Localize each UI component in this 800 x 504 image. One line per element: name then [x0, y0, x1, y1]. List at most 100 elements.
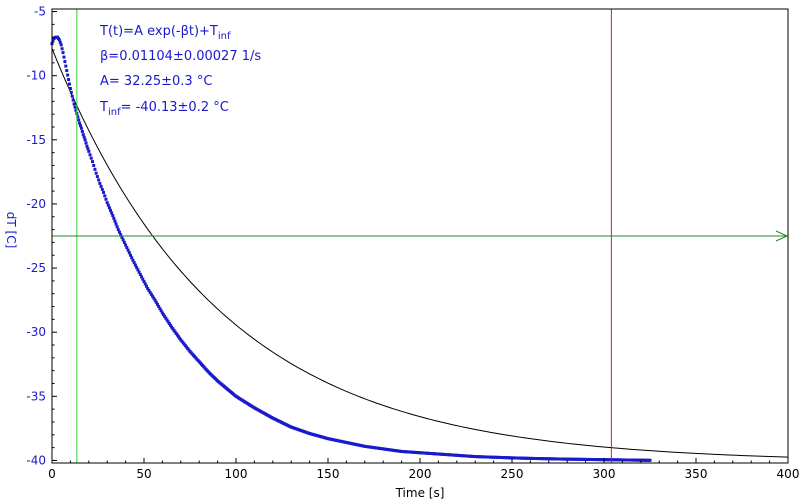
y-tick-label: -30	[26, 325, 46, 339]
data-point	[155, 302, 159, 306]
data-point	[63, 60, 67, 64]
data-point	[165, 318, 169, 322]
data-point	[177, 335, 180, 339]
data-point	[125, 246, 129, 250]
data-point	[121, 238, 125, 242]
data-point	[99, 184, 103, 188]
y-tick-label: -5	[34, 5, 46, 19]
data-point	[74, 108, 78, 112]
data-point	[79, 124, 83, 128]
data-point	[79, 126, 83, 130]
x-tick-label: 100	[225, 467, 248, 481]
data-point	[152, 296, 156, 300]
data-point	[73, 105, 77, 109]
y-tick-label: -35	[26, 389, 46, 403]
data-point	[154, 300, 158, 304]
data-point	[62, 55, 66, 59]
data-point	[167, 322, 171, 326]
data-point	[69, 90, 73, 94]
data-point	[137, 270, 141, 274]
data-point	[111, 213, 115, 217]
data-point	[130, 256, 134, 260]
data-point	[86, 147, 90, 151]
annotation-tinf: Tinf= -40.13±0.2 °C	[99, 100, 229, 118]
y-tick-label: -40	[26, 453, 46, 467]
data-point	[68, 87, 72, 91]
data-point	[151, 294, 155, 298]
data-point	[115, 225, 119, 229]
data-point	[138, 272, 142, 276]
data-point	[175, 333, 179, 337]
data-point	[76, 115, 80, 119]
data-point	[80, 129, 84, 133]
data-point	[132, 261, 136, 265]
data-point	[124, 243, 128, 247]
data-point	[106, 203, 110, 207]
data-point	[163, 314, 167, 318]
data-point	[81, 133, 85, 137]
data-point	[94, 171, 98, 175]
axis-layer: 0 50 100 150 200 250 300 350 400 -5 -10 -15 -20 -25 -3…	[26, 5, 799, 481]
x-tick-label: 250	[501, 467, 524, 481]
data-point	[110, 211, 114, 215]
data-point	[58, 40, 62, 44]
data-point	[102, 190, 106, 194]
x-tick-label: 150	[317, 467, 340, 481]
data-point	[122, 240, 126, 244]
data-point	[85, 144, 89, 148]
data-point	[87, 149, 91, 153]
data-point	[82, 135, 86, 139]
data-point	[112, 216, 116, 220]
data-point	[71, 98, 75, 102]
data-point	[120, 235, 124, 239]
fit-curve	[51, 48, 789, 458]
x-tick-label: 350	[685, 467, 708, 481]
data-point	[83, 138, 87, 142]
data-point	[105, 201, 109, 205]
data-point	[51, 39, 55, 43]
data-point	[65, 69, 69, 73]
data-point	[98, 181, 102, 185]
data-point	[117, 230, 121, 234]
data-point	[144, 284, 148, 288]
data-point	[171, 327, 175, 331]
data-point	[170, 325, 174, 329]
data-point	[178, 336, 182, 340]
x-axis-title: Time [s]	[395, 486, 445, 500]
data-point	[88, 153, 92, 157]
data-point	[131, 258, 135, 262]
data-point	[126, 248, 130, 252]
data-point	[160, 311, 164, 315]
data-point	[149, 292, 153, 296]
data-point	[100, 187, 104, 191]
data-point	[57, 38, 61, 42]
data-point	[90, 160, 94, 164]
data-point	[127, 251, 131, 255]
data-point	[648, 458, 652, 462]
data-point	[109, 208, 113, 212]
data-point	[119, 233, 123, 237]
data-point	[162, 313, 166, 317]
data-point	[157, 305, 161, 309]
data-point	[107, 206, 111, 210]
arrow-icon	[775, 230, 789, 242]
data-point	[133, 263, 137, 267]
x-tick-label: 200	[409, 467, 432, 481]
data-point	[67, 78, 71, 82]
x-tick-label: 0	[48, 467, 56, 481]
data-point	[168, 323, 172, 327]
data-point	[146, 287, 150, 291]
data-point	[166, 320, 170, 324]
data-point	[141, 277, 145, 281]
y-tick-label: -15	[26, 133, 46, 147]
data-point	[140, 275, 144, 279]
data-point	[77, 118, 81, 122]
data-point	[70, 94, 74, 98]
data-point	[113, 219, 117, 223]
y-tick-label: -10	[26, 69, 46, 83]
x-tick-label: 400	[777, 467, 800, 481]
data-layer	[50, 9, 789, 463]
data-point	[59, 43, 63, 47]
data-point	[93, 167, 97, 171]
